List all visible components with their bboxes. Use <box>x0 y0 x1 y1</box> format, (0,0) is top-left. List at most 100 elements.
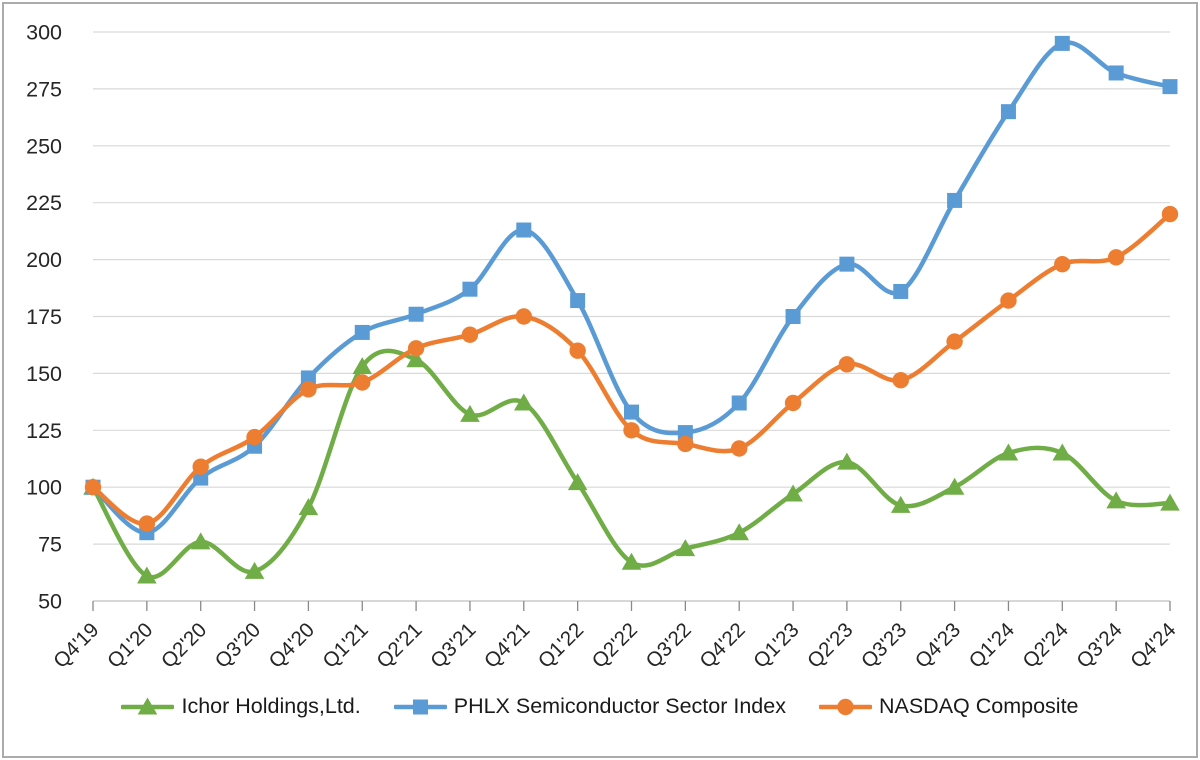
y-axis-label: 125 <box>26 419 62 443</box>
data-point-marker <box>246 428 263 446</box>
data-point-marker <box>947 192 963 208</box>
x-axis-label: Q2'20 <box>157 618 212 673</box>
y-axis-label: 300 <box>26 21 62 45</box>
x-axis-labels: Q4'19 Q1'20 Q2'20 Q3'20 Q4'20 Q1'21 Q2'21 Q3'21… <box>49 618 1181 673</box>
data-point-marker <box>192 458 209 475</box>
x-axis-ticks <box>92 601 1171 611</box>
data-point-marker <box>783 484 803 502</box>
y-axis-label: 50 <box>38 590 62 614</box>
data-point-marker <box>623 422 640 439</box>
data-point-marker <box>729 523 749 541</box>
data-point-marker <box>624 404 639 420</box>
y-axis-label: 150 <box>26 362 62 386</box>
x-axis-label: Q1'22 <box>534 618 589 673</box>
data-point-marker <box>407 340 425 357</box>
y-axis-label: 225 <box>26 191 62 215</box>
data-point-marker <box>244 561 265 579</box>
data-point-marker <box>677 435 694 453</box>
y-axis-labels: 300 275 250 225 200 175 150 125 100 75 50 <box>26 21 62 614</box>
legend-item-nasdaq-composite: NASDAQ Composite <box>818 694 1079 719</box>
data-point-marker <box>460 404 480 422</box>
legend-marker-triangle-icon <box>121 697 175 714</box>
data-point-marker <box>1160 493 1180 511</box>
legend-label-phlx-index: PHLX Semiconductor Sector Index <box>453 694 786 718</box>
series-phlx-semiconductor-sector-index <box>85 35 1178 541</box>
y-axis-label: 275 <box>26 77 62 101</box>
legend-label-ichor-holdings: Ichor Holdings,Ltd. <box>181 694 361 718</box>
data-point-marker <box>570 293 586 309</box>
data-point-marker <box>838 356 856 373</box>
data-point-marker <box>567 473 588 491</box>
data-point-marker <box>354 324 370 340</box>
chart-legend: Ichor Holdings,Ltd. PHLX Semiconductor S… <box>0 694 1200 719</box>
data-point-marker <box>412 699 428 714</box>
data-point-marker <box>731 440 748 457</box>
x-axis-label: Q2'23 <box>803 618 858 673</box>
data-point-marker <box>621 552 642 570</box>
series-nasdaq-composite <box>84 205 1179 532</box>
data-point-marker <box>514 393 534 411</box>
data-point-marker <box>998 443 1019 461</box>
data-point-marker <box>675 539 696 557</box>
data-point-marker <box>837 698 854 715</box>
legend-item-phlx-index: PHLX Semiconductor Sector Index <box>393 694 786 719</box>
data-point-marker <box>569 342 586 359</box>
series-ichor-holdings-ltd <box>83 348 1180 584</box>
data-point-marker <box>784 394 802 412</box>
data-point-marker <box>1107 249 1125 266</box>
x-axis-label: Q3'21 <box>426 618 481 673</box>
y-axis-label: 200 <box>26 248 62 272</box>
x-axis-label: Q1'23 <box>749 618 804 673</box>
data-point-marker <box>785 309 801 324</box>
data-point-marker <box>354 374 371 391</box>
x-axis-label: Q3'24 <box>1072 618 1127 673</box>
data-point-marker <box>1000 104 1016 120</box>
series-line-ichor-holdings-ltd <box>90 348 1173 580</box>
data-point-marker <box>1162 79 1178 95</box>
data-point-marker <box>1108 65 1124 81</box>
data-point-marker <box>406 350 426 368</box>
data-point-marker <box>138 515 156 532</box>
legend-marker-square-icon <box>393 699 447 714</box>
data-point-marker <box>298 498 319 516</box>
data-point-marker <box>193 470 209 486</box>
x-axis-label: Q4'24 <box>1126 618 1181 673</box>
data-point-marker <box>1054 255 1071 273</box>
data-point-marker <box>677 425 693 441</box>
y-axis-label: 100 <box>26 476 62 500</box>
data-point-marker <box>462 281 478 297</box>
x-axis-label: Q4'22 <box>695 618 750 673</box>
x-axis-label: Q4'21 <box>480 618 535 673</box>
x-axis-label: Q1'24 <box>964 618 1019 673</box>
data-point-marker <box>190 532 211 550</box>
y-axis-label: 175 <box>26 305 62 329</box>
data-point-marker <box>946 333 963 350</box>
legend-item-ichor-holdings: Ichor Holdings,Ltd. <box>121 694 361 719</box>
data-point-marker <box>138 697 158 714</box>
data-point-marker <box>1106 491 1126 509</box>
data-point-marker <box>837 452 857 470</box>
y-axis-label: 75 <box>38 533 62 557</box>
x-axis-label: Q3'23 <box>857 618 912 673</box>
data-point-marker <box>1161 205 1179 223</box>
data-point-marker <box>352 357 373 375</box>
series-line-nasdaq-composite <box>90 211 1173 526</box>
x-axis-label: Q2'24 <box>1018 618 1073 673</box>
data-point-marker <box>890 495 911 513</box>
x-axis-label: Q2'22 <box>588 618 643 673</box>
x-axis-label: Q4'19 <box>49 618 104 673</box>
data-point-marker <box>1054 35 1070 51</box>
legend-label-nasdaq-composite: NASDAQ Composite <box>878 694 1079 718</box>
data-point-marker <box>731 395 747 411</box>
data-point-marker <box>516 222 532 238</box>
data-point-marker <box>1052 443 1073 461</box>
data-point-marker <box>515 308 532 325</box>
x-axis-label: Q1'20 <box>103 618 158 673</box>
data-point-marker <box>300 381 317 398</box>
data-point-marker <box>461 326 479 343</box>
x-axis-label: Q4'20 <box>264 618 319 673</box>
y-axis-label: 250 <box>26 134 62 158</box>
data-point-marker <box>84 479 102 496</box>
